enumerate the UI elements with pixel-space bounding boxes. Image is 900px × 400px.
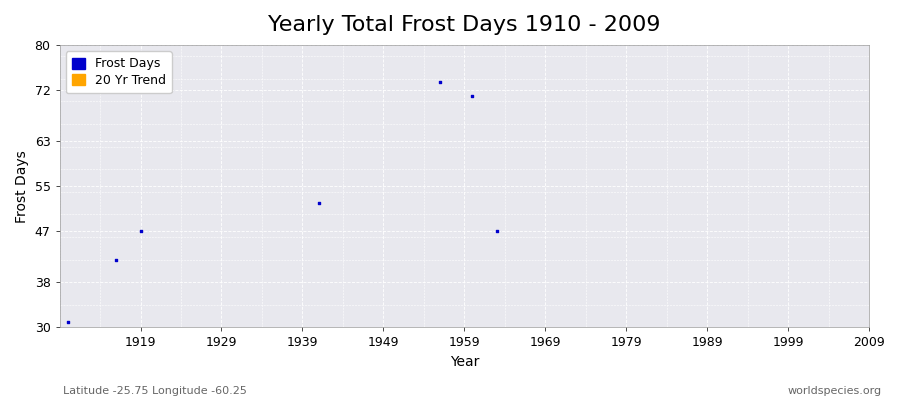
Point bbox=[133, 228, 148, 234]
Point bbox=[465, 92, 480, 99]
Point bbox=[490, 228, 504, 234]
Title: Yearly Total Frost Days 1910 - 2009: Yearly Total Frost Days 1910 - 2009 bbox=[268, 15, 661, 35]
Point bbox=[433, 78, 447, 85]
Legend: Frost Days, 20 Yr Trend: Frost Days, 20 Yr Trend bbox=[66, 51, 172, 93]
X-axis label: Year: Year bbox=[450, 355, 479, 369]
Y-axis label: Frost Days: Frost Days bbox=[15, 150, 29, 222]
Point bbox=[311, 200, 326, 206]
Text: Latitude -25.75 Longitude -60.25: Latitude -25.75 Longitude -60.25 bbox=[63, 386, 247, 396]
Point bbox=[109, 256, 123, 263]
Point bbox=[60, 318, 75, 325]
Text: worldspecies.org: worldspecies.org bbox=[788, 386, 882, 396]
